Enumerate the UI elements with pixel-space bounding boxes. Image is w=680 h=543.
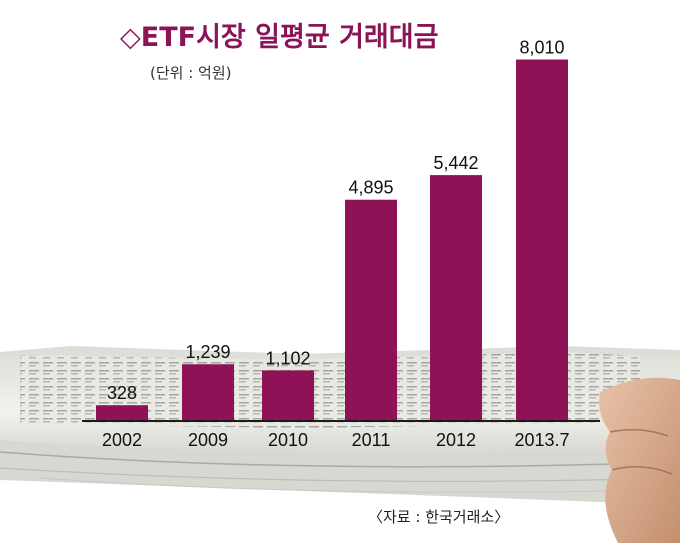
bars — [96, 59, 568, 421]
value-label-2011: 4,895 — [348, 178, 393, 198]
x-tick-label-2011: 2011 — [352, 430, 391, 450]
bar-2010 — [262, 370, 314, 420]
x-tick-label-2012: 2012 — [436, 430, 476, 450]
bar-2002 — [96, 405, 148, 420]
bar-2009 — [182, 364, 234, 420]
chart-title: ◇ETF시장 일평균 거래대금 — [120, 22, 438, 53]
bar-2011 — [345, 199, 397, 420]
x-tick-label-2002: 2002 — [102, 430, 142, 450]
newspaper-background — [0, 346, 680, 505]
unit-note: (단위 : 억원) — [150, 64, 232, 82]
x-tick-label-2013.7: 2013.7 — [514, 430, 569, 450]
value-label-2013.7: 8,010 — [519, 38, 564, 58]
value-label-2002: 328 — [107, 383, 137, 403]
bar-2013.7 — [516, 59, 568, 421]
x-tick-label-2010: 2010 — [268, 430, 308, 450]
x-tick-label-2009: 2009 — [188, 430, 228, 450]
hand-illustration — [599, 377, 680, 543]
source-note: 〈자료 : 한국거래소〉 — [368, 508, 509, 526]
value-labels: 328 1,239 1,102 4,895 5,442 8,010 — [107, 38, 565, 404]
value-label-2009: 1,239 — [185, 342, 230, 362]
bar-2012 — [430, 175, 482, 420]
value-label-2012: 5,442 — [433, 153, 478, 173]
value-label-2010: 1,102 — [265, 348, 310, 368]
x-tick-labels: 2002 2009 2010 2011 2012 2013.7 — [102, 430, 570, 450]
